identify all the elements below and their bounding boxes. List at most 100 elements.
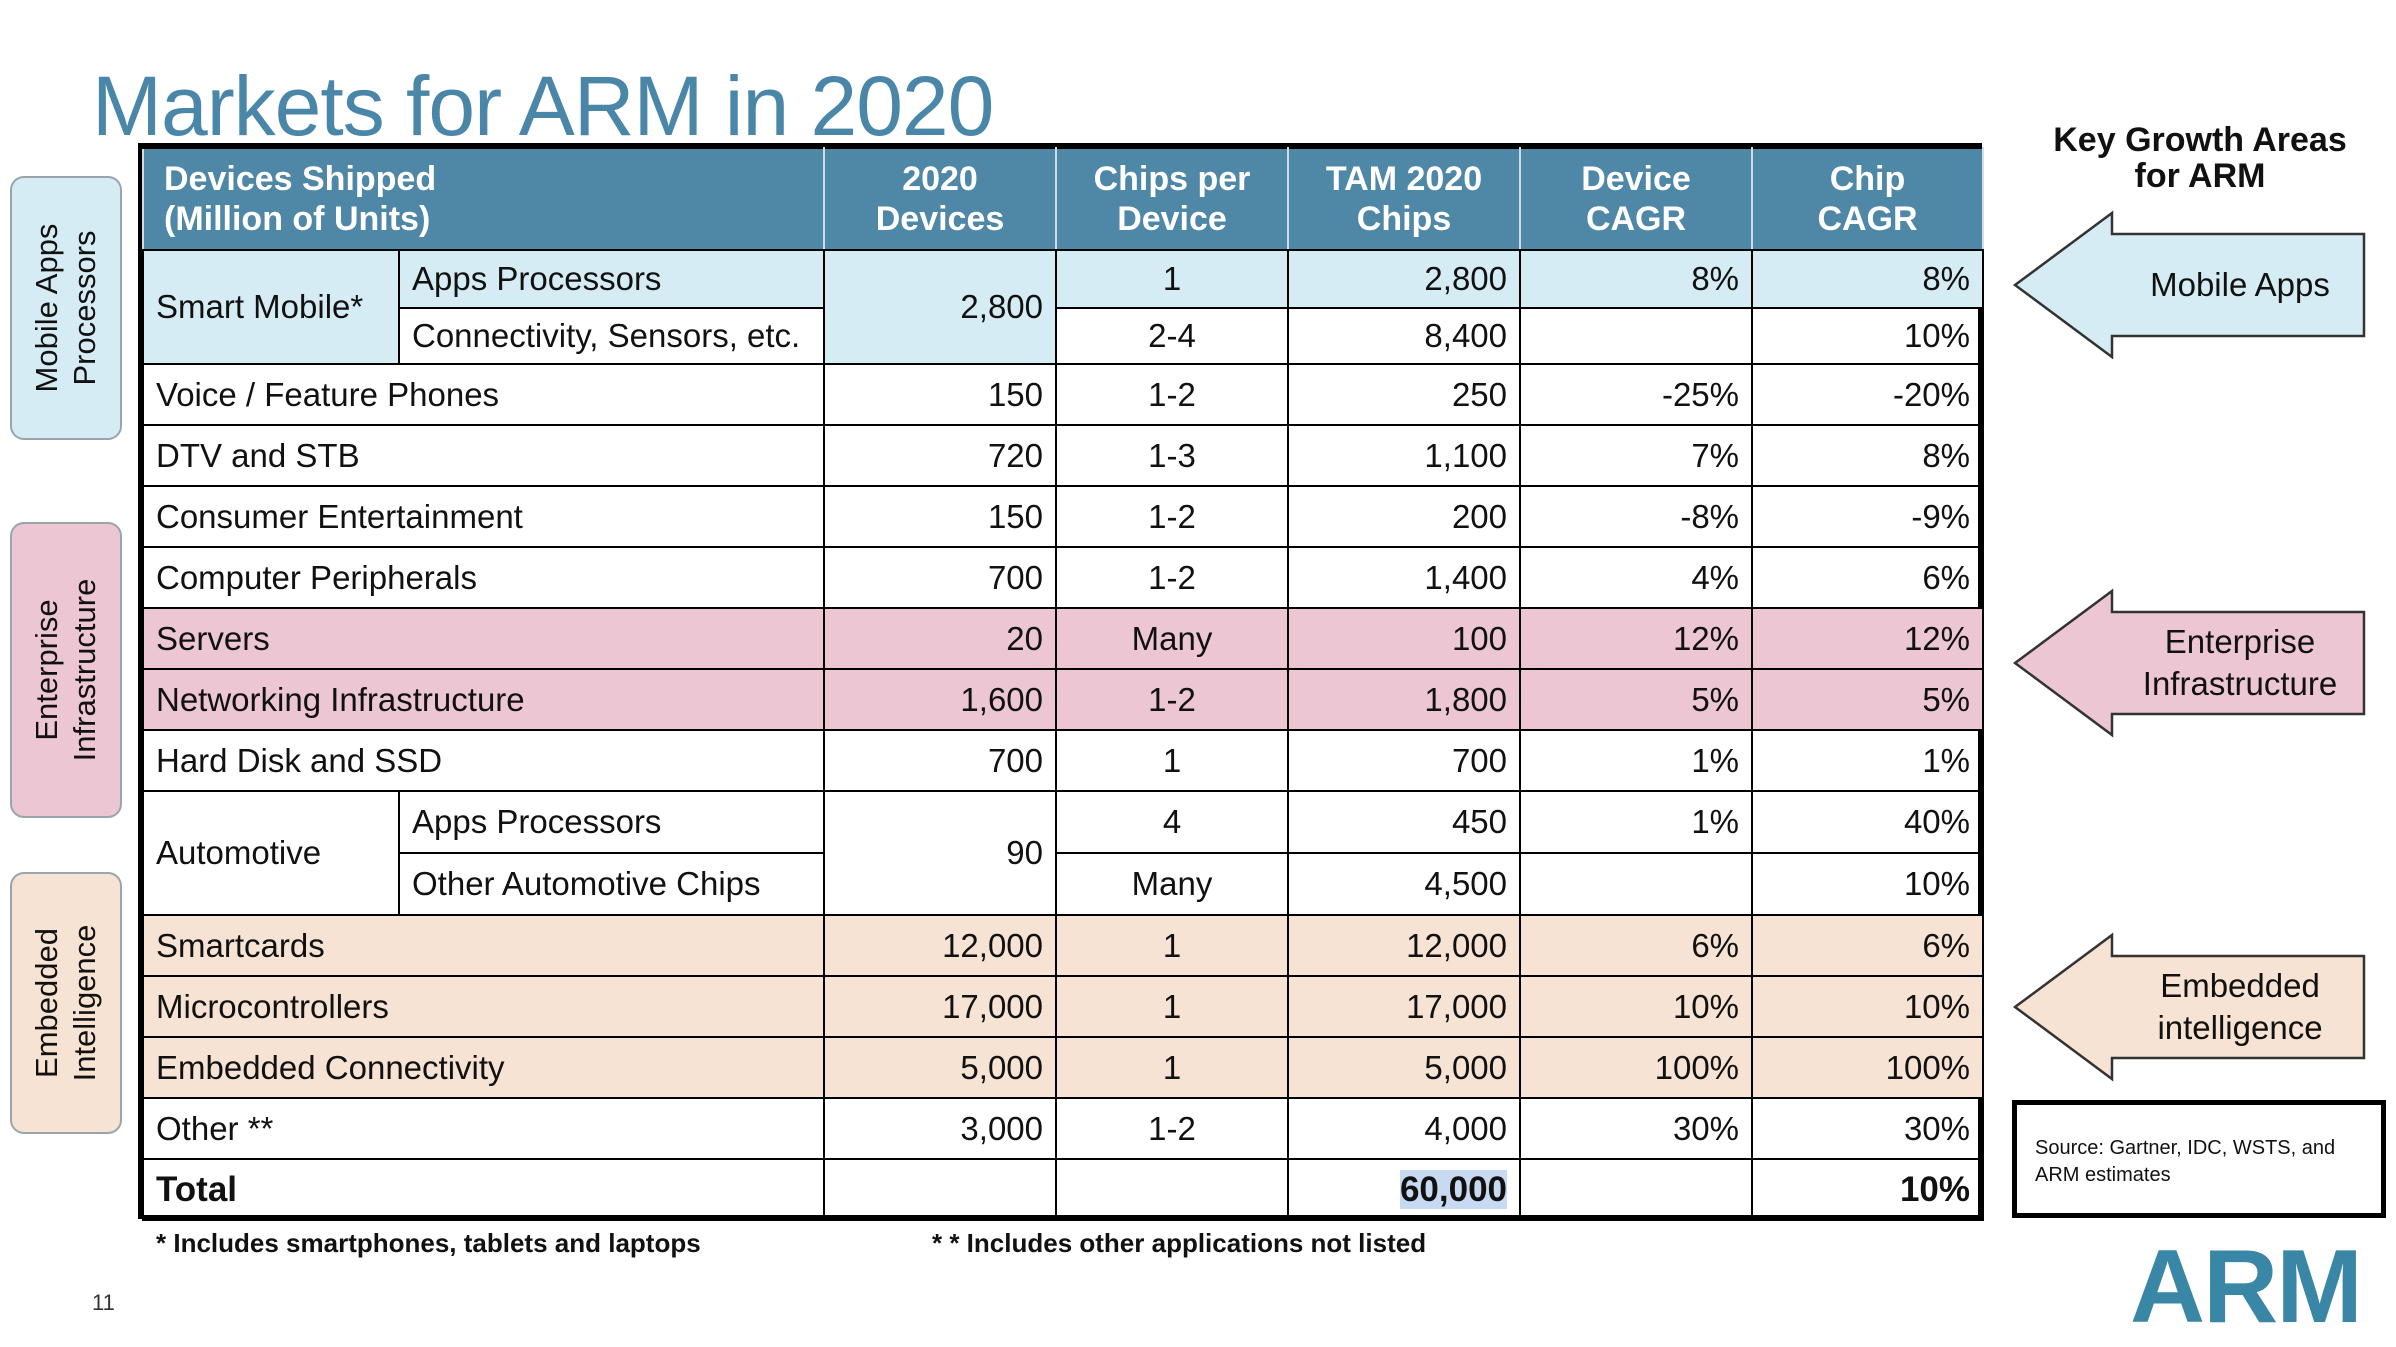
cell-chips: 1-2 [1055,668,1290,731]
cell-tam: 700 [1287,729,1522,792]
cell-chip-cagr: 6% [1751,914,1985,977]
table-row: Hard Disk and SSD 700 1 700 1% 1% [141,729,1985,792]
cell-chips: 1-2 [1055,546,1290,609]
cell-device-cagr: 10% [1519,975,1754,1038]
table-row: Embedded Connectivity 5,000 1 5,000 100%… [141,1036,1985,1099]
cell-tam: 250 [1287,363,1522,426]
table-row: Computer Peripherals 700 1-2 1,400 4% 6% [141,546,1985,609]
sub-row-label: Other Automotive Chips [397,852,826,916]
cell-chips: 1 [1055,1036,1290,1099]
cell-device-cagr: 12% [1519,607,1754,670]
total-row: Total 60,000 10% [141,1158,1985,1221]
row-label: Voice / Feature Phones [141,363,826,426]
sub-row-label: Apps Processors [397,790,826,854]
cell-devices: 1,600 [823,668,1058,731]
cell-device-cagr: 30% [1519,1097,1754,1160]
cell-tam: 1,400 [1287,546,1522,609]
side-tab-embedded: Embedded Intelligence [10,872,122,1134]
total-tam: 60,000 [1287,1158,1522,1221]
cell-devices: 17,000 [823,975,1058,1038]
cell-chip-cagr: -9% [1751,485,1985,548]
cell-tam: 100 [1287,607,1522,670]
cell-chip-cagr: 10% [1751,307,1985,365]
cell-devices: 150 [823,485,1058,548]
table-row: Automotive Apps Processors 90 4 450 1% 4… [142,790,1985,916]
sub-row-label: Connectivity, Sensors, etc. [397,307,826,365]
row-label: Servers [141,607,826,670]
table-row: DTV and STB 720 1-3 1,100 7% 8% [141,424,1985,487]
cell-chip-cagr: 1% [1751,729,1985,792]
row-label: Computer Peripherals [141,546,826,609]
cell-devices: 700 [823,729,1058,792]
cell-device-cagr: 6% [1519,914,1754,977]
cell-devices: 90 [823,790,1058,916]
table-row: Other Automotive Chips Many 4,500 10% [143,852,1985,916]
cell-tam: 450 [1287,790,1522,854]
table-header-row: Devices Shipped (Million of Units) 2020 … [141,147,1985,251]
header-2020-devices: 2020 Devices [823,147,1058,251]
row-label: DTV and STB [141,424,826,487]
footnote-2: * * Includes other applications not list… [932,1228,1427,1258]
cell-chip-cagr: 8% [1751,249,1985,309]
table-row: Networking Infrastructure 1,600 1-2 1,80… [141,668,1985,731]
cell-chip-cagr: 5% [1751,668,1985,731]
side-tab-label: Enterprise Infrastructure [29,578,102,762]
cell-chips: 4 [1055,790,1290,854]
row-label: Networking Infrastructure [141,668,826,731]
cell-empty [1055,1158,1290,1221]
cell-chip-cagr: 10% [1751,852,1985,916]
cell-chip-cagr: 8% [1751,424,1985,487]
cell-tam: 12,000 [1287,914,1522,977]
cell-devices: 5,000 [823,1036,1058,1099]
table-row: Smart Mobile* Apps Processors 2,800 1 2,… [142,249,1985,365]
markets-table: Devices Shipped (Million of Units) 2020 … [138,143,1985,1221]
cell-empty [1519,1158,1754,1221]
table-row: Connectivity, Sensors, etc. 2-4 8,400 10… [143,307,1985,365]
cell-chip-cagr: 12% [1751,607,1985,670]
cell-device-cagr: 1% [1519,729,1754,792]
cell-device-cagr: 100% [1519,1036,1754,1099]
cell-chips: 1 [1055,914,1290,977]
table-row: Other ** 3,000 1-2 4,000 30% 30% [141,1097,1985,1160]
cell-chip-cagr: -20% [1751,363,1985,426]
cell-tam: 200 [1287,485,1522,548]
cell-chip-cagr: 40% [1751,790,1985,854]
row-label: Microcontrollers [141,975,826,1038]
arrow-enterprise: Enterprise Infrastructure [2012,588,2368,738]
cell-device-cagr [1519,852,1754,916]
side-tab-enterprise: Enterprise Infrastructure [10,522,122,818]
left-arrow-icon [2012,588,2366,738]
row-label: Smart Mobile* [142,249,400,365]
cell-chip-cagr: 10% [1751,975,1985,1038]
table-row: Microcontrollers 17,000 1 17,000 10% 10% [141,975,1985,1038]
left-arrow-icon [2012,932,2366,1082]
source-note: Source: Gartner, IDC, WSTS, and ARM esti… [2012,1100,2386,1218]
row-label: Embedded Connectivity [141,1036,826,1099]
cell-tam: 17,000 [1287,975,1522,1038]
cell-devices: 700 [823,546,1058,609]
cell-chips: Many [1055,852,1290,916]
header-devices: Devices Shipped (Million of Units) [141,147,826,251]
header-chip-cagr: Chip CAGR [1751,147,1985,251]
cell-chip-cagr: 100% [1751,1036,1985,1099]
side-tab-mobile-apps: Mobile Apps Processors [10,176,122,440]
cell-devices: 720 [823,424,1058,487]
cell-devices: 20 [823,607,1058,670]
cell-tam: 4,500 [1287,852,1522,916]
cell-device-cagr: 5% [1519,668,1754,731]
page-title: Markets for ARM in 2020 [92,59,994,153]
footnote-1: * Includes smartphones, tablets and lapt… [156,1228,701,1258]
cell-chips: Many [1055,607,1290,670]
cell-chips: 1 [1055,729,1290,792]
total-label: Total [141,1158,826,1221]
total-chip-cagr: 10% [1751,1158,1985,1221]
row-label: Other ** [141,1097,826,1160]
side-tab-label: Mobile Apps Processors [29,223,102,393]
table-row: Consumer Entertainment 150 1-2 200 -8% -… [141,485,1985,548]
cell-chips: 1 [1055,975,1290,1038]
total-tam-value: 60,000 [1399,1169,1508,1209]
cell-device-cagr: 7% [1519,424,1754,487]
row-label: Hard Disk and SSD [141,729,826,792]
cell-chips: 2-4 [1055,307,1290,365]
cell-devices: 150 [823,363,1058,426]
